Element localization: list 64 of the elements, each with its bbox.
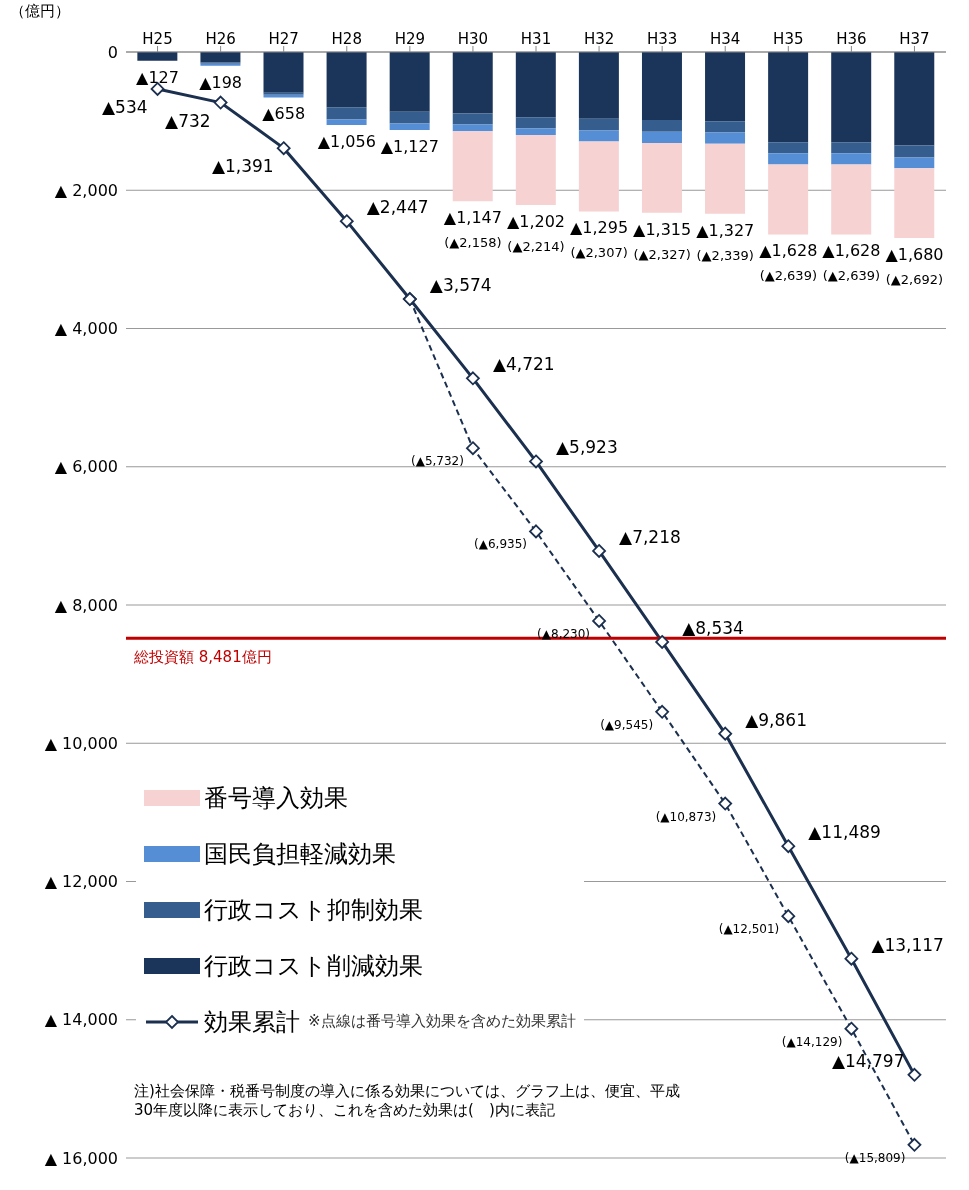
data-label: ▲4,721: [492, 354, 555, 375]
legend-label: 行政コスト削減効果: [204, 951, 423, 982]
y-tick-label: 0: [107, 42, 118, 62]
y-tick-label: ▲ 16,000: [44, 1148, 118, 1168]
data-label: ▲5,923: [556, 437, 618, 458]
data-label: ▲534: [102, 96, 148, 117]
x-tick-label: H29: [394, 30, 426, 48]
x-tick-label: H25: [142, 30, 173, 48]
x-tick-label: H31: [520, 30, 552, 48]
x-tick-label: H36: [836, 30, 867, 48]
x-tick-label: H33: [646, 30, 678, 48]
x-tick-label: H32: [583, 30, 615, 48]
x-tick-label: H27: [268, 30, 299, 48]
data-label: ▲3,574: [429, 275, 492, 296]
data-label: ▲8,534: [682, 617, 744, 638]
total-label: ▲1,202 (▲2,214): [506, 212, 566, 255]
data-label: (▲15,809): [844, 1150, 906, 1165]
x-tick-label: H28: [331, 30, 362, 48]
data-label: (▲6,935): [474, 537, 527, 552]
total-label: ▲1,628 (▲2,639): [822, 241, 881, 284]
total-label: ▲1,295 (▲2,307): [570, 218, 629, 261]
data-label: (▲10,873): [655, 809, 717, 824]
data-label: (▲5,732): [410, 454, 464, 469]
y-tick-label: ▲ 6,000: [54, 457, 118, 477]
legend-label: 国民負担軽減効果: [204, 839, 396, 870]
ref-line-label: 総投資額 8,481億円: [133, 648, 272, 667]
data-label: (▲14,129): [781, 1034, 843, 1049]
data-label: ▲13,117: [871, 934, 944, 955]
x-tick-label: H30: [457, 30, 489, 48]
legend-label: 効果累計: [204, 1007, 300, 1038]
data-label: ▲732: [165, 110, 211, 131]
total-label: ▲1,327 (▲2,339): [696, 220, 755, 263]
y-tick-label: ▲ 14,000: [44, 1010, 118, 1030]
y-tick-label: ▲ 12,000: [44, 872, 118, 892]
total-label: ▲1,628 (▲2,639): [759, 241, 818, 284]
total-label: ▲127: [136, 67, 179, 87]
total-label: ▲1,056: [317, 132, 376, 151]
x-tick-label: H35: [773, 30, 804, 48]
x-tick-label: H34: [710, 30, 741, 48]
data-label: ▲11,489: [808, 822, 881, 843]
annotation: 注)社会保障・税番号制度の導入に係る効果については、グラフ上は、便宜、平成30年度以降に表示しており、これを含めた効果は( )内に表記: [134, 1081, 694, 1121]
total-label: ▲1,127: [380, 136, 439, 156]
total-label: ▲1,315 (▲2,327): [633, 219, 692, 262]
data-label: ▲7,218: [619, 526, 681, 547]
y-tick-label: ▲ 2,000: [54, 180, 118, 200]
legend-label: 番号導入効果: [204, 783, 348, 814]
annotation: ※点線は番号導入効果を含めた効果累計: [308, 1012, 576, 1032]
legend-label: 行政コスト抑制効果: [204, 895, 423, 926]
total-label: ▲1,147 (▲2,158): [443, 208, 502, 251]
y-tick-label: ▲ 10,000: [44, 733, 118, 753]
total-label: ▲658: [262, 104, 306, 124]
data-label: (▲12,501): [718, 922, 780, 937]
y-axis-title: （億円）: [10, 2, 70, 21]
y-tick-label: ▲ 8,000: [54, 595, 118, 615]
y-tick-label: ▲ 4,000: [54, 319, 118, 339]
data-label: ▲14,797: [831, 1050, 905, 1071]
data-label: ▲2,447: [366, 197, 429, 218]
total-label: ▲198: [199, 72, 243, 92]
x-tick-label: H26: [205, 30, 236, 48]
data-label: ▲1,391: [211, 156, 274, 177]
x-tick-label: H37: [899, 30, 930, 48]
data-label: ▲9,861: [745, 709, 807, 730]
data-label: (▲9,545): [600, 717, 654, 732]
total-label: ▲1,680 (▲2,692): [885, 245, 944, 288]
